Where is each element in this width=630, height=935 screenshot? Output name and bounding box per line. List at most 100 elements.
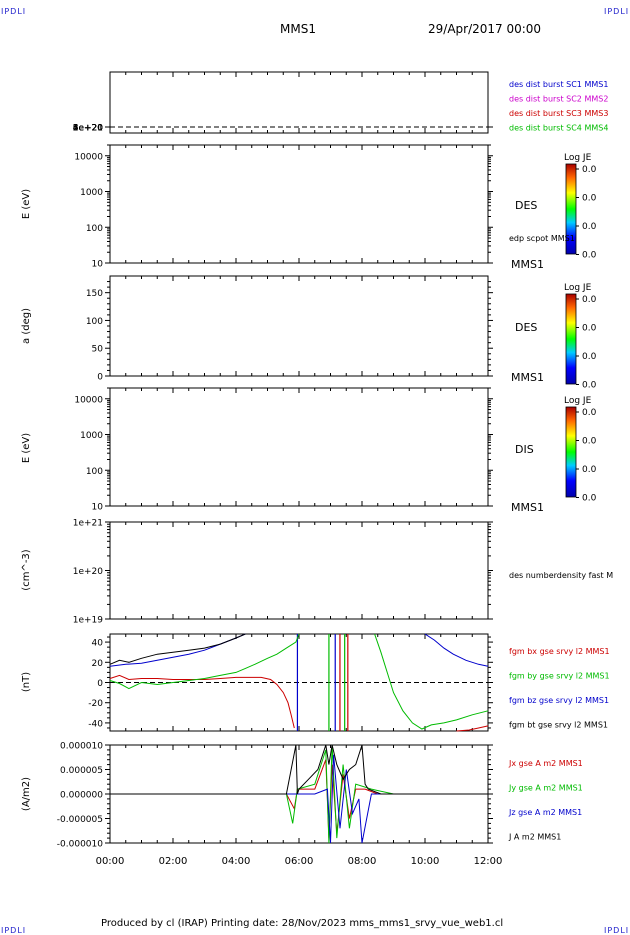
- y-tick-label: 10000: [74, 152, 103, 162]
- legend-entry: Jz gse A m2 MMS1: [508, 808, 582, 817]
- colorbar-label: 0.0: [582, 408, 597, 418]
- colorbar-label: 0.0: [582, 437, 597, 447]
- y-tick-label: 1000: [80, 188, 103, 198]
- panel-frame-p4: [109, 387, 489, 507]
- x-tick-label: 06:00: [285, 856, 314, 867]
- y-axis-label: E (eV): [21, 189, 32, 219]
- colorbar-label: 0.0: [582, 222, 597, 232]
- legend-entry: des dist burst SC3 MMS3: [509, 109, 608, 118]
- colorbar-title: Log JE: [564, 283, 592, 293]
- footer-credit: Produced by cl (IRAP) Printing date: 28/…: [101, 918, 504, 929]
- colorbar: [565, 293, 577, 385]
- x-tick-label: 02:00: [159, 856, 188, 867]
- y-tick-label: 10000: [74, 395, 103, 405]
- panel-frame-p3: [109, 275, 489, 377]
- legend-entry: des dist burst SC1 MMS1: [509, 80, 608, 89]
- colorbar-label: 0.0: [582, 165, 597, 175]
- series-line: [110, 744, 488, 795]
- y-tick-label: 0: [97, 679, 103, 689]
- legend-entry: fgm by gse srvy l2 MMS1: [509, 672, 610, 681]
- x-tick-label: 12:00: [474, 856, 503, 867]
- legend-entry: fgm bx gse srvy l2 MMS1: [509, 647, 610, 656]
- corner-label-bottom-left: IPDLI: [1, 926, 27, 935]
- y-tick-label: 100: [86, 467, 103, 477]
- colorbar: [565, 406, 577, 498]
- x-tick-label: 10:00: [411, 856, 440, 867]
- colorbar-label: 0.0: [582, 381, 597, 391]
- legend-entry: fgm bt gse srvy l2 MMS1: [509, 721, 608, 730]
- series-line: [424, 633, 489, 667]
- x-tick-label: 08:00: [348, 856, 377, 867]
- date-title: 29/Apr/2017 00:00: [428, 22, 542, 36]
- y-tick-label: 1000: [80, 431, 103, 441]
- y-tick-label: -0.000005: [57, 815, 103, 825]
- y-tick-label: -0.000010: [57, 840, 103, 850]
- y-tick-label: 1e+20: [73, 567, 104, 577]
- y-tick-label: 2e+20: [73, 124, 104, 134]
- y-tick-label: -20: [88, 699, 103, 709]
- y-tick-label: 10: [92, 503, 104, 513]
- legend-entry: Jy gse A m2 MMS1: [508, 784, 583, 793]
- series-line: [109, 633, 300, 690]
- colorbar-label: 0.0: [582, 494, 597, 504]
- series-line: [110, 754, 488, 844]
- species-label: DIS: [515, 443, 534, 456]
- legend-entry: des dist burst SC4 MMS4: [509, 124, 608, 133]
- y-tick-label: 50: [92, 345, 104, 355]
- panel-frame-p2: [109, 144, 489, 264]
- y-tick-label: 1e+21: [73, 124, 103, 134]
- series-line: [109, 633, 246, 665]
- y-axis-label: (nT): [21, 672, 32, 692]
- y-tick-label: 40: [92, 639, 104, 649]
- y-axis-label: (A/m2): [21, 777, 32, 811]
- y-tick-label: 0.000000: [60, 791, 103, 801]
- y-tick-label: 6e+20: [73, 124, 104, 134]
- y-tick-label: 100: [86, 317, 103, 327]
- spacecraft-label: MMS1: [511, 371, 544, 384]
- y-tick-label: 8e+20: [73, 124, 104, 134]
- colorbar-title: Log JE: [564, 396, 592, 406]
- y-tick-label: 0: [97, 124, 103, 134]
- colorbar-label: 0.0: [582, 194, 597, 204]
- corner-label-top-left: IPDLI: [1, 7, 27, 16]
- y-tick-label: 150: [86, 289, 103, 299]
- overlay-label: edp scpot MMS1: [509, 234, 575, 243]
- panel-frame-p5: [109, 521, 489, 620]
- corner-label-bottom-right: IPDLI: [604, 926, 630, 935]
- series-line: [456, 725, 489, 732]
- y-tick-label: 100: [86, 224, 103, 234]
- y-tick-label: 0: [97, 373, 103, 383]
- legend-entry: des dist burst SC2 MMS2: [509, 95, 608, 104]
- y-tick-label: 1e+21: [73, 519, 103, 529]
- legend-entry: Jx gse A m2 MMS1: [508, 759, 583, 768]
- y-axis-label: E (eV): [21, 433, 32, 463]
- x-tick-label: 00:00: [96, 856, 125, 867]
- colorbar: [565, 163, 577, 255]
- corner-label-top-right: IPDLI: [604, 7, 630, 16]
- y-axis-label: (cm^-3): [21, 549, 32, 590]
- legend-entry: des numberdensity fast M: [509, 571, 613, 580]
- colorbar-label: 0.0: [582, 295, 597, 305]
- colorbar-label: 0.0: [582, 465, 597, 475]
- y-tick-label: 4e+20: [73, 124, 104, 134]
- series-line: [110, 759, 488, 839]
- species-label: DES: [515, 199, 537, 212]
- species-label: DES: [515, 321, 537, 334]
- series-line: [374, 633, 489, 730]
- colorbar-title: Log JE: [564, 153, 592, 163]
- colorbar-label: 0.0: [582, 251, 597, 261]
- y-axis-label: a (deg): [21, 308, 32, 344]
- series-line: [109, 674, 295, 729]
- y-tick-label: 0.000010: [60, 742, 103, 752]
- colorbar-label: 0.0: [582, 324, 597, 334]
- colorbar-label: 0.0: [582, 352, 597, 362]
- y-tick-label: 0.000005: [60, 766, 103, 776]
- legend-entry: fgm bz gse srvy l2 MMS1: [509, 696, 609, 705]
- y-tick-label: -40: [88, 719, 103, 729]
- legend-entry: J A m2 MMS1: [508, 833, 561, 842]
- y-tick-label: 1e+19: [73, 616, 104, 626]
- x-tick-label: 04:00: [222, 856, 251, 867]
- spacecraft-label: MMS1: [511, 501, 544, 514]
- y-tick-label: 10: [92, 260, 104, 270]
